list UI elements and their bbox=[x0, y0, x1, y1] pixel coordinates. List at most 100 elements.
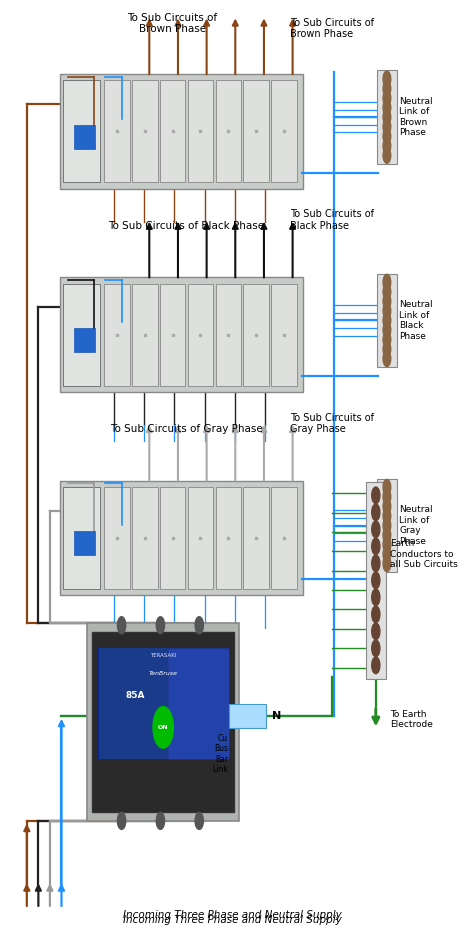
Circle shape bbox=[383, 480, 391, 495]
FancyBboxPatch shape bbox=[160, 283, 185, 386]
Text: Neutral
Link of
Gray
Phase: Neutral Link of Gray Phase bbox=[400, 505, 433, 546]
Circle shape bbox=[383, 293, 391, 309]
FancyBboxPatch shape bbox=[98, 647, 229, 759]
FancyBboxPatch shape bbox=[377, 479, 397, 573]
Circle shape bbox=[383, 546, 391, 562]
Text: N: N bbox=[272, 711, 281, 721]
Text: Cu
Bus
Bar
Link: Cu Bus Bar Link bbox=[212, 734, 228, 775]
Text: Incoming Three Phase and Neutral Supply: Incoming Three Phase and Neutral Supply bbox=[123, 915, 342, 925]
FancyBboxPatch shape bbox=[92, 632, 234, 812]
FancyBboxPatch shape bbox=[216, 487, 241, 589]
FancyBboxPatch shape bbox=[188, 81, 213, 182]
Text: TERASAKI: TERASAKI bbox=[150, 653, 176, 658]
Text: ON: ON bbox=[158, 725, 168, 730]
Circle shape bbox=[372, 521, 380, 538]
Circle shape bbox=[383, 138, 391, 154]
Text: To Sub Circuits of
Black Phase: To Sub Circuits of Black Phase bbox=[290, 210, 374, 231]
Circle shape bbox=[383, 341, 391, 357]
Circle shape bbox=[372, 657, 380, 674]
FancyBboxPatch shape bbox=[64, 487, 100, 589]
FancyBboxPatch shape bbox=[74, 125, 95, 149]
Text: To Earth
Electrode: To Earth Electrode bbox=[390, 710, 433, 729]
FancyBboxPatch shape bbox=[271, 487, 297, 589]
FancyBboxPatch shape bbox=[271, 283, 297, 386]
Circle shape bbox=[383, 283, 391, 300]
Text: Incoming Three Phase and Neutral Supply: Incoming Three Phase and Neutral Supply bbox=[123, 910, 342, 921]
Text: Neutral
Link of
Black
Phase: Neutral Link of Black Phase bbox=[400, 301, 433, 340]
Text: To Sub Circuits of
Brown Phase: To Sub Circuits of Brown Phase bbox=[290, 18, 374, 39]
FancyBboxPatch shape bbox=[104, 487, 130, 589]
Circle shape bbox=[153, 706, 173, 748]
FancyBboxPatch shape bbox=[104, 81, 130, 182]
Circle shape bbox=[383, 274, 391, 290]
FancyBboxPatch shape bbox=[271, 81, 297, 182]
Circle shape bbox=[383, 489, 391, 504]
FancyBboxPatch shape bbox=[229, 703, 266, 728]
FancyBboxPatch shape bbox=[365, 482, 386, 679]
Circle shape bbox=[156, 812, 164, 830]
Circle shape bbox=[383, 313, 391, 328]
Circle shape bbox=[383, 556, 391, 572]
Circle shape bbox=[372, 538, 380, 555]
FancyBboxPatch shape bbox=[60, 74, 303, 189]
FancyBboxPatch shape bbox=[169, 650, 229, 759]
Circle shape bbox=[383, 128, 391, 144]
FancyBboxPatch shape bbox=[132, 81, 157, 182]
Circle shape bbox=[383, 100, 391, 116]
FancyBboxPatch shape bbox=[74, 532, 95, 555]
FancyBboxPatch shape bbox=[60, 481, 303, 595]
Circle shape bbox=[372, 589, 380, 606]
Circle shape bbox=[383, 118, 391, 135]
Circle shape bbox=[372, 606, 380, 623]
FancyBboxPatch shape bbox=[87, 624, 239, 821]
FancyBboxPatch shape bbox=[132, 283, 157, 386]
FancyBboxPatch shape bbox=[216, 81, 241, 182]
FancyBboxPatch shape bbox=[64, 81, 100, 182]
Circle shape bbox=[383, 332, 391, 347]
Circle shape bbox=[383, 71, 391, 87]
Circle shape bbox=[383, 351, 391, 367]
Circle shape bbox=[118, 617, 126, 634]
Circle shape bbox=[372, 572, 380, 589]
Circle shape bbox=[156, 617, 164, 634]
Circle shape bbox=[372, 640, 380, 657]
Circle shape bbox=[383, 508, 391, 524]
Text: To Sub Circuits of Black Phase: To Sub Circuits of Black Phase bbox=[108, 221, 264, 231]
Circle shape bbox=[195, 617, 203, 634]
Text: To Sub Circuits of
Brown Phase: To Sub Circuits of Brown Phase bbox=[128, 13, 218, 34]
FancyBboxPatch shape bbox=[132, 487, 157, 589]
FancyBboxPatch shape bbox=[243, 487, 269, 589]
Circle shape bbox=[372, 623, 380, 640]
FancyBboxPatch shape bbox=[64, 283, 100, 386]
Text: To Sub Circuits of
Gray Phase: To Sub Circuits of Gray Phase bbox=[290, 412, 374, 434]
FancyBboxPatch shape bbox=[377, 274, 397, 367]
FancyBboxPatch shape bbox=[60, 278, 303, 392]
Circle shape bbox=[383, 322, 391, 337]
Circle shape bbox=[383, 537, 391, 553]
Circle shape bbox=[383, 81, 391, 97]
Circle shape bbox=[383, 518, 391, 534]
Text: To Sub Circuits of Gray Phase: To Sub Circuits of Gray Phase bbox=[110, 425, 263, 434]
Circle shape bbox=[372, 504, 380, 520]
Circle shape bbox=[118, 812, 126, 830]
Circle shape bbox=[372, 487, 380, 503]
FancyBboxPatch shape bbox=[74, 328, 95, 352]
Circle shape bbox=[383, 303, 391, 319]
FancyBboxPatch shape bbox=[104, 283, 130, 386]
FancyBboxPatch shape bbox=[243, 283, 269, 386]
Text: 85A: 85A bbox=[126, 691, 145, 701]
FancyBboxPatch shape bbox=[188, 283, 213, 386]
FancyBboxPatch shape bbox=[160, 487, 185, 589]
Circle shape bbox=[383, 499, 391, 515]
FancyBboxPatch shape bbox=[216, 283, 241, 386]
Text: Neutral
Link of
Brown
Phase: Neutral Link of Brown Phase bbox=[400, 97, 433, 137]
FancyBboxPatch shape bbox=[188, 487, 213, 589]
Circle shape bbox=[372, 555, 380, 572]
FancyBboxPatch shape bbox=[243, 81, 269, 182]
Circle shape bbox=[383, 90, 391, 106]
FancyBboxPatch shape bbox=[377, 70, 397, 164]
Text: Earth
Conductors to
all Sub Circuits: Earth Conductors to all Sub Circuits bbox=[390, 539, 457, 569]
Circle shape bbox=[383, 148, 391, 163]
Circle shape bbox=[195, 812, 203, 830]
Circle shape bbox=[383, 109, 391, 125]
